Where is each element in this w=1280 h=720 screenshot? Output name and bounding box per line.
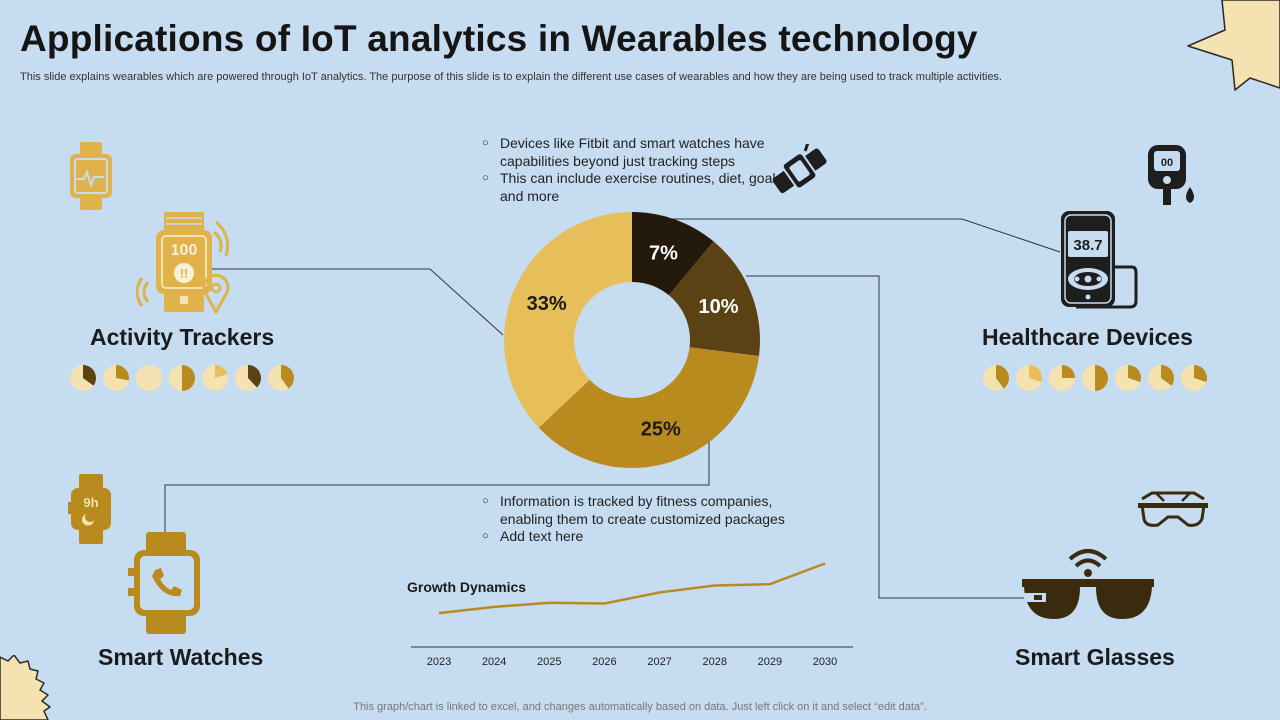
activity-trackers-label: Activity Trackers (90, 324, 275, 350)
note-bottom-1: Information is tracked by fitness compan… (482, 493, 812, 528)
donut-label: 33% (527, 293, 567, 315)
mini-pie-slice (996, 365, 1009, 389)
x-tick-label: 2024 (482, 656, 506, 668)
donut-slice-10pct[interactable] (668, 241, 760, 357)
svg-text:!!: !! (180, 266, 189, 281)
mini-pie-slice (1095, 365, 1108, 391)
mini-pie-slice (116, 365, 129, 381)
mini-pie-slice (248, 365, 261, 388)
x-tick-label: 2028 (702, 656, 726, 668)
donut-label: 10% (698, 296, 738, 318)
x-tick-label: 2025 (537, 656, 561, 668)
page-subtitle: This slide explains wearables which are … (20, 71, 1002, 83)
x-tick-label: 2026 (592, 656, 616, 668)
corner-decoration-top-right (1187, 0, 1280, 91)
mini-pie-slice (281, 365, 294, 389)
mini-pie-slice (182, 365, 195, 391)
activity-tracker-icon: 100 !! (136, 212, 230, 314)
x-tick-label: 2027 (647, 656, 671, 668)
watch-display: 9h (83, 495, 98, 510)
mini-pie-slice (149, 365, 162, 378)
wrist-tracker-icon (772, 144, 827, 194)
growth-series-line (438, 562, 826, 615)
x-tick-label: 2030 (813, 656, 837, 668)
safety-goggles-icon (1138, 491, 1208, 527)
fitness-band-icon (70, 142, 112, 210)
donut-slice-7pct[interactable] (632, 212, 714, 296)
healthcare-devices-label: Healthcare Devices (982, 324, 1193, 350)
smartwatch-small-icon: 9h (68, 474, 111, 544)
donut-chart[interactable]: 7% 10% 25% 33% (503, 211, 761, 469)
donut-slice-33pct[interactable] (504, 212, 632, 428)
donut-label: 7% (649, 242, 678, 264)
donut-label: 25% (641, 418, 681, 440)
growth-line-chart[interactable]: 2023 2024 2025 2026 2027 2028 2029 2030 (405, 550, 860, 675)
healthcare-display: 38.7 (1073, 237, 1102, 254)
x-tick-label: 2029 (758, 656, 782, 668)
svg-text:00: 00 (1161, 157, 1173, 169)
mini-pie-slice (215, 365, 228, 378)
note-top-1: Devices like Fitbit and smart watches ha… (482, 135, 802, 170)
x-tick-label: 2023 (427, 656, 451, 668)
mini-pie-slice (1128, 365, 1141, 383)
mini-pie-row-activity (70, 365, 294, 391)
footer-note: This graph/chart is linked to excel, and… (353, 701, 927, 713)
glucose-meter-icon: 00 (1148, 145, 1194, 205)
mini-pie-row-healthcare (983, 365, 1207, 391)
smart-glasses-icon (1022, 549, 1154, 619)
notes-top: Devices like Fitbit and smart watches ha… (482, 135, 802, 205)
notes-bottom: Information is tracked by fitness compan… (482, 493, 812, 546)
smart-glasses-label: Smart Glasses (1015, 644, 1175, 670)
mini-pie-slice (1029, 365, 1042, 383)
note-top-2: This can include exercise routines, diet… (482, 170, 802, 205)
mini-pie-slice (1194, 365, 1207, 383)
smart-watches-label: Smart Watches (98, 644, 264, 670)
note-bottom-2: Add text here (482, 528, 812, 546)
corner-decoration-bottom-left (0, 655, 51, 720)
smart-watch-phone-icon (128, 532, 200, 634)
growth-chart-title: Growth Dynamics (407, 579, 527, 595)
activity-display: 100 (171, 242, 198, 259)
donut-slice-25pct[interactable] (538, 347, 759, 468)
page-title: Applications of IoT analytics in Wearabl… (20, 18, 978, 59)
mini-pie-slice (1161, 365, 1174, 386)
mini-pie-slice (83, 365, 96, 386)
mini-pie-slice (1062, 365, 1075, 378)
healthcare-monitor-icon: 38.7 (1061, 211, 1138, 309)
